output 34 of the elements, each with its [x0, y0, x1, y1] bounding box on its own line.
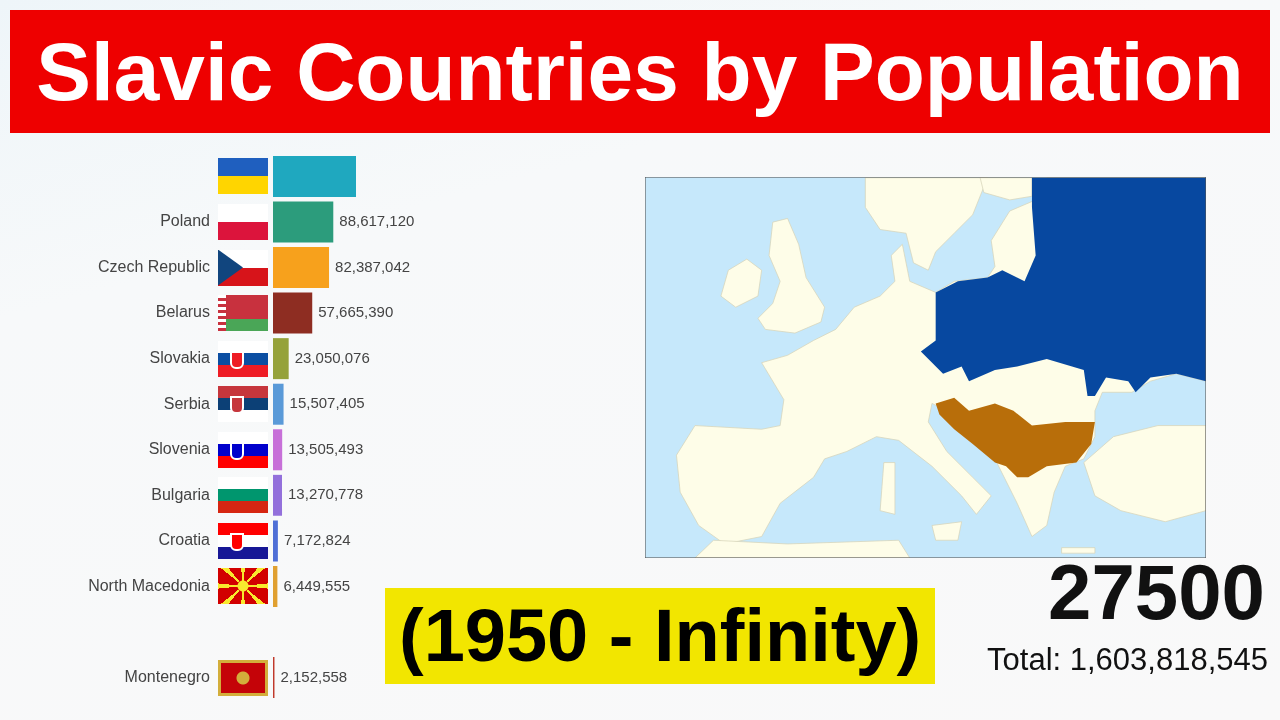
- y-tick-label: Serbia: [163, 394, 211, 412]
- data-label: 13,505,493: [288, 439, 364, 457]
- data-label: 13,270,778: [288, 485, 364, 503]
- data-label: 57,665,390: [318, 303, 394, 321]
- text: 27500: [1048, 548, 1265, 636]
- bar: [273, 474, 283, 516]
- bar: [273, 292, 313, 334]
- data-label: 88,617,120: [339, 212, 415, 230]
- data-label: 23,050,076: [294, 348, 370, 366]
- bar: [273, 383, 284, 425]
- text: Slavic Countries by Population: [10, 10, 1270, 133]
- bar: [273, 520, 278, 562]
- y-tick-label: Bulgaria: [151, 485, 211, 503]
- y-tick-label: Poland: [160, 212, 210, 230]
- data-label: 2,152,558: [280, 667, 348, 685]
- bar: [273, 429, 283, 471]
- y-tick-label: Montenegro: [124, 668, 211, 686]
- y-tick-label: Belarus: [155, 303, 210, 321]
- text: Total: 1,603,818,545: [987, 642, 1268, 678]
- bar: [273, 155, 356, 197]
- y-tick-label: Slovenia: [148, 440, 211, 458]
- bar: [273, 247, 330, 289]
- y-tick-label: Czech Republic: [97, 257, 210, 275]
- data-label: 6,449,555: [283, 576, 351, 594]
- bar: [273, 201, 334, 243]
- data-label: 15,507,405: [289, 394, 365, 412]
- text: (1950 - Infinity): [385, 588, 936, 684]
- y-tick-label: Croatia: [158, 531, 211, 549]
- y-tick-label: North Macedonia: [88, 576, 211, 594]
- data-label: 7,172,824: [283, 531, 351, 549]
- y-tick-label: Slovakia: [149, 349, 211, 367]
- bar: [273, 565, 278, 607]
- data-label: 82,387,042: [335, 257, 411, 275]
- bar: [273, 338, 289, 380]
